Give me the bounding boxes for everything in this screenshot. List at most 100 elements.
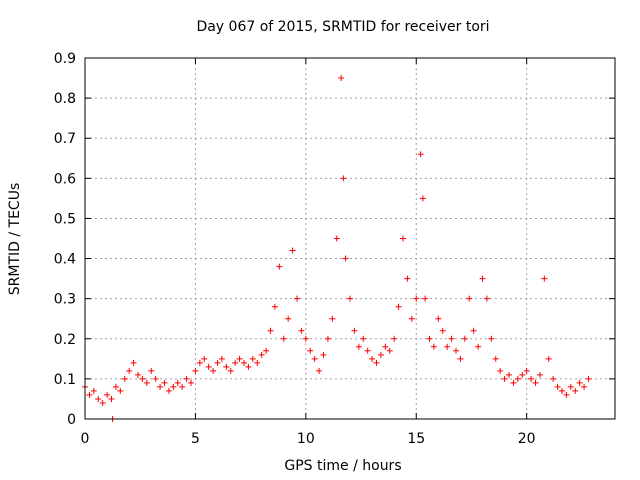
data-point	[382, 343, 389, 350]
data-point	[470, 327, 477, 334]
data-point	[90, 387, 97, 394]
data-point	[581, 383, 588, 390]
data-point	[196, 359, 203, 366]
x-tick-label: 20	[518, 431, 536, 447]
data-point	[311, 355, 318, 362]
data-point	[218, 355, 225, 362]
data-point	[572, 387, 579, 394]
data-point	[377, 351, 384, 358]
data-point	[338, 75, 345, 82]
data-point	[183, 375, 190, 382]
data-point	[165, 387, 172, 394]
data-point	[210, 367, 217, 374]
data-point	[373, 359, 380, 366]
data-point	[135, 371, 141, 378]
data-point	[232, 359, 239, 366]
data-point	[488, 335, 495, 342]
data-point	[404, 275, 411, 282]
data-point	[519, 371, 526, 378]
data-point	[236, 355, 243, 362]
data-point	[241, 359, 247, 366]
data-point	[285, 315, 292, 322]
data-point	[112, 383, 119, 390]
data-point	[567, 383, 574, 390]
data-point	[245, 363, 252, 370]
data-point	[254, 359, 261, 366]
data-point	[400, 235, 406, 242]
data-point	[329, 315, 336, 322]
data-point	[461, 335, 468, 342]
data-point	[497, 367, 504, 374]
data-point	[298, 327, 305, 334]
data-point	[320, 351, 327, 358]
data-point	[506, 371, 512, 378]
data-point	[161, 379, 168, 386]
data-point	[413, 295, 420, 302]
data-point	[541, 275, 548, 282]
data-point	[86, 391, 93, 398]
data-point	[351, 327, 358, 334]
data-point	[475, 343, 482, 350]
plot-frame	[84, 57, 616, 420]
data-point	[514, 375, 521, 382]
data-point	[395, 303, 402, 310]
data-point	[99, 399, 106, 406]
data-point	[267, 327, 274, 334]
data-point	[316, 367, 323, 374]
data-point	[435, 315, 442, 322]
data-point	[117, 387, 124, 394]
data-point	[444, 343, 451, 350]
axis-ticks: 0 0.1 0.2 0.3 0.4 0.5 0.6 0.7 0.8 0.9 0 5 10 15 20	[54, 51, 615, 447]
data-point	[148, 367, 155, 374]
data-point	[342, 255, 349, 262]
data-point	[121, 375, 128, 382]
data-point	[492, 355, 499, 362]
data-point	[448, 335, 455, 342]
data-point	[466, 295, 473, 302]
y-tick-label: 0.1	[54, 372, 76, 388]
data-point	[276, 263, 283, 270]
data-point	[355, 343, 362, 350]
data-point	[528, 375, 535, 382]
data-point	[430, 343, 437, 350]
data-point	[501, 375, 508, 382]
data-point	[223, 363, 230, 370]
data-point	[188, 379, 194, 386]
data-point	[426, 335, 433, 342]
data-point	[294, 295, 300, 302]
y-tick-label: 0.5	[54, 211, 76, 227]
data-point	[95, 395, 102, 402]
y-tick-label: 0.8	[54, 91, 76, 107]
data-point	[108, 395, 115, 402]
y-tick-label: 0.2	[54, 332, 76, 348]
data-point	[563, 391, 570, 398]
y-tick-label: 0	[67, 412, 76, 428]
data-point	[360, 335, 367, 342]
data-point	[333, 235, 340, 242]
data-point	[289, 247, 296, 254]
data-point	[227, 367, 234, 374]
data-point	[170, 383, 177, 390]
chart-title: Day 067 of 2015, SRMTID for receiver tor…	[196, 19, 489, 35]
data-point	[479, 275, 486, 282]
data-point	[369, 355, 376, 362]
data-point	[422, 295, 429, 302]
data-point	[419, 195, 426, 202]
data-point	[386, 347, 393, 354]
data-point	[258, 351, 265, 358]
data-point	[483, 295, 490, 302]
data-point	[130, 359, 137, 366]
data-point	[364, 347, 371, 354]
data-point	[340, 175, 347, 182]
data-point	[192, 367, 199, 374]
y-tick-label: 0.6	[54, 171, 76, 187]
data-point	[263, 347, 270, 354]
x-tick-label: 0	[81, 431, 90, 447]
y-axis-label: SRMTID / TECUs	[7, 183, 23, 296]
data-point	[280, 335, 287, 342]
data-point	[126, 367, 133, 374]
data-point	[554, 383, 561, 390]
data-point	[391, 335, 398, 342]
data-point	[139, 375, 146, 382]
